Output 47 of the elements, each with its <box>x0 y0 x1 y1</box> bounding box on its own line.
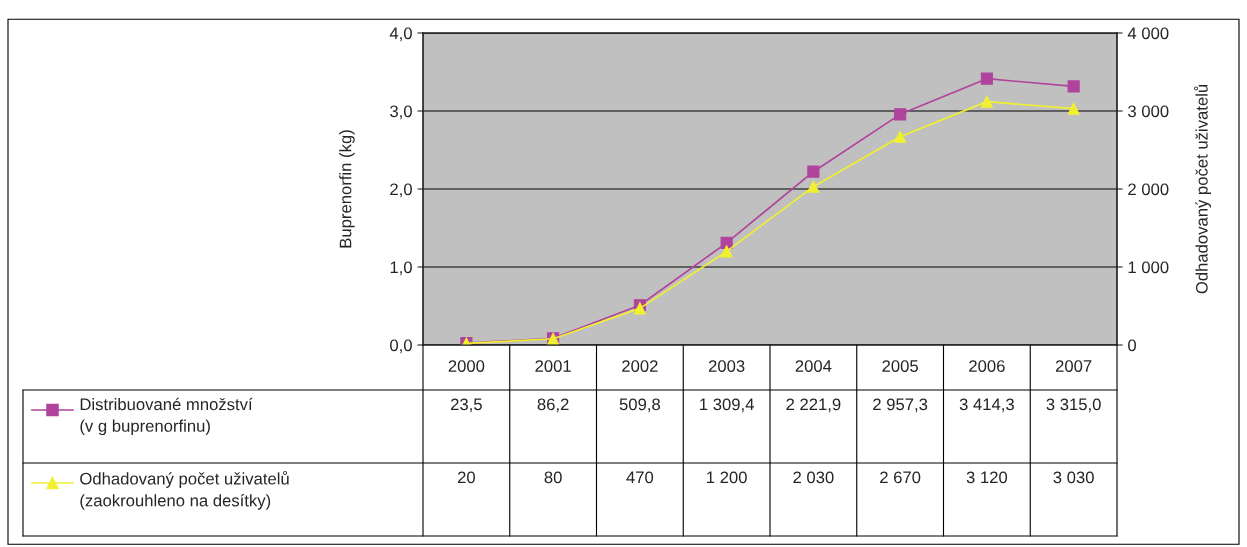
data-label: 2 030 <box>793 471 834 484</box>
x-tick-label: 2000 <box>448 360 485 372</box>
x-tick-label: 2007 <box>1055 360 1092 372</box>
data-label: 509,8 <box>619 398 661 413</box>
x-tick-label: 2002 <box>622 360 658 372</box>
point <box>894 130 907 143</box>
data-label: 80 <box>544 471 562 484</box>
y2-tick-label: 2 000 <box>1128 183 1169 196</box>
y2-tick-label: 4 000 <box>1127 27 1169 40</box>
y-axis-title: Buprenorfin (kg) <box>339 130 355 248</box>
data-label: 470 <box>626 471 654 484</box>
point <box>980 95 993 108</box>
point <box>807 180 820 193</box>
point <box>894 108 907 121</box>
data-label: 3 315,0 <box>1046 398 1101 413</box>
x-tick-label: 2006 <box>969 360 1005 372</box>
y-tick-label: 0,0 <box>390 339 412 354</box>
data-label: 20 <box>457 471 475 484</box>
data-label: 1 309,4 <box>700 398 754 413</box>
y-tick-label: 3,0 <box>390 105 412 120</box>
x-tick-label: 2003 <box>708 360 745 372</box>
data-label: 2 670 <box>880 471 921 484</box>
point <box>720 245 733 258</box>
x-tick-label: 2004 <box>795 360 832 372</box>
y2-tick-label: 0 <box>1128 339 1137 352</box>
point <box>1067 102 1080 115</box>
data-label: 3 030 <box>1053 471 1094 484</box>
point <box>1067 80 1080 93</box>
data-label: 3 120 <box>966 471 1008 484</box>
legend-label: Distribuované množství (v g buprenorfinu) <box>80 397 253 436</box>
point <box>807 165 820 178</box>
x-tick-label: 2001 <box>535 360 571 372</box>
point <box>980 72 993 85</box>
data-label: 3 414,3 <box>959 398 1014 413</box>
y-tick-label: 4,0 <box>389 27 412 42</box>
x-tick-label: 2005 <box>882 360 918 372</box>
y2-tick-label: 3 000 <box>1128 105 1169 118</box>
legend-label: Odhadovaný počet uživatelů (zaokrouhleno na desítky) <box>80 471 289 510</box>
data-label: 2 221,9 <box>786 398 841 413</box>
data-label: 23,5 <box>451 398 482 413</box>
y2-tick-label: 1 000 <box>1128 261 1169 274</box>
data-label: 2 957,3 <box>873 398 928 413</box>
data-label: 86,2 <box>537 398 569 413</box>
y2-axis-title: Odhadovaný počet uživatelů <box>1194 84 1212 294</box>
y-tick-label: 1,0 <box>390 261 412 276</box>
y-tick-label: 2,0 <box>390 183 412 198</box>
data-label: 1 200 <box>707 471 747 484</box>
